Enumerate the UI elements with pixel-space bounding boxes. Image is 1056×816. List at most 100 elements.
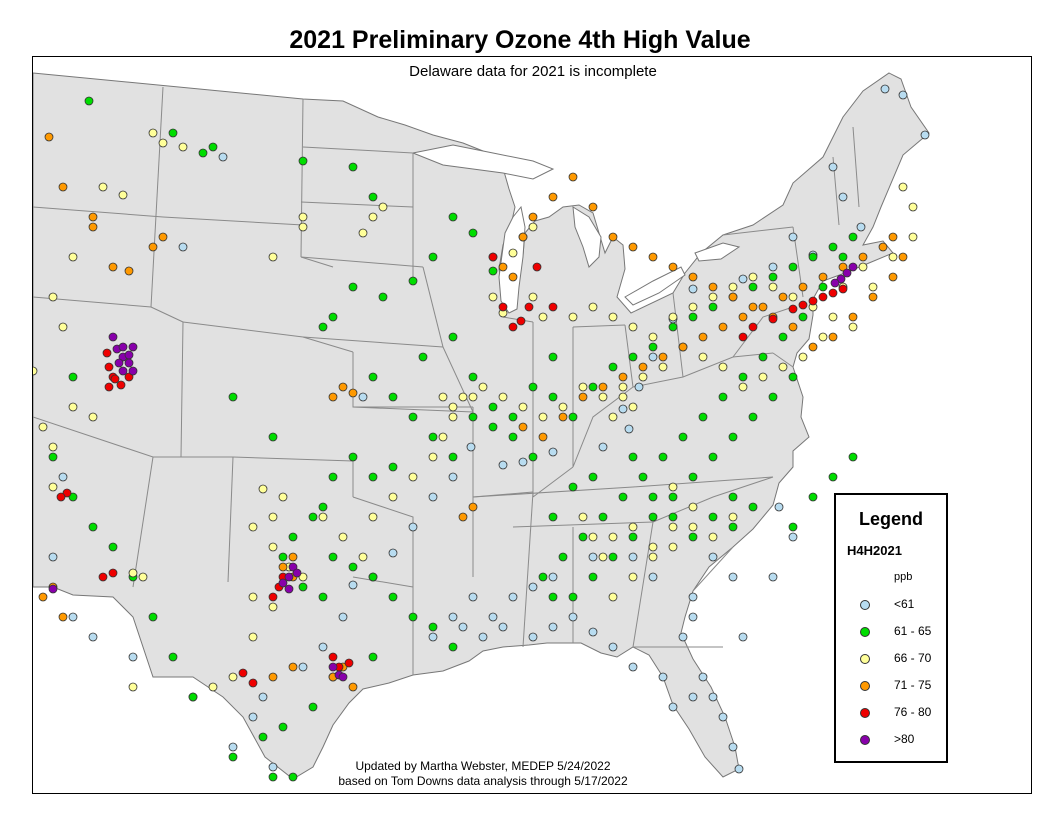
monitor-site-dot xyxy=(408,522,418,532)
monitor-site-dot xyxy=(248,592,258,602)
monitor-site-dot xyxy=(338,382,348,392)
monitor-site-dot xyxy=(448,452,458,462)
monitor-site-dot xyxy=(658,672,668,682)
monitor-site-dot xyxy=(168,128,178,138)
monitor-site-dot xyxy=(774,502,784,512)
monitor-site-dot xyxy=(708,552,718,562)
monitor-site-dot xyxy=(278,578,288,588)
monitor-site-dot xyxy=(298,222,308,232)
monitor-site-dot xyxy=(528,292,538,302)
monitor-site-dot xyxy=(118,190,128,200)
monitor-site-dot xyxy=(358,392,368,402)
monitor-site-dot xyxy=(104,362,114,372)
monitor-site-dot xyxy=(448,402,458,412)
monitor-site-dot xyxy=(328,472,338,482)
monitor-site-dot xyxy=(128,568,138,578)
monitor-site-dot xyxy=(268,672,278,682)
monitor-site-dot xyxy=(828,242,838,252)
monitor-site-dot xyxy=(538,572,548,582)
monitor-site-dot xyxy=(748,282,758,292)
monitor-site-dot xyxy=(358,228,368,238)
monitor-site-dot xyxy=(408,412,418,422)
state-border xyxy=(512,521,654,528)
monitor-site-dot xyxy=(458,392,468,402)
monitor-site-dot xyxy=(38,422,48,432)
monitor-site-dot xyxy=(648,542,658,552)
monitor-site-dot xyxy=(628,522,638,532)
monitor-site-dot xyxy=(228,752,238,762)
monitor-site-dot xyxy=(388,392,398,402)
monitor-site-dot xyxy=(738,312,748,322)
monitor-site-dot xyxy=(478,632,488,642)
monitor-site-dot xyxy=(768,392,778,402)
lake-michigan xyxy=(498,205,526,314)
monitor-site-dot xyxy=(828,472,838,482)
monitor-site-dot xyxy=(688,284,698,294)
monitor-site-dot xyxy=(768,572,778,582)
monitor-site-dot xyxy=(848,312,858,322)
monitor-site-dot xyxy=(158,138,168,148)
monitor-site-dot xyxy=(838,192,848,202)
monitor-site-dot xyxy=(258,692,268,702)
monitor-site-dot xyxy=(734,764,744,774)
monitor-site-dot xyxy=(758,302,768,312)
legend-unit: ppb xyxy=(894,571,913,583)
monitor-site-dot xyxy=(48,292,58,302)
monitor-site-dot xyxy=(668,522,678,532)
monitor-site-dot xyxy=(98,572,108,582)
monitor-site-dot xyxy=(208,142,218,152)
monitor-site-dot xyxy=(638,362,648,372)
monitor-site-dot xyxy=(668,312,678,322)
monitor-site-dot xyxy=(668,262,678,272)
monitor-site-dot xyxy=(768,314,778,324)
monitor-site-dot xyxy=(668,512,678,522)
monitor-site-dot xyxy=(548,512,558,522)
monitor-site-dot xyxy=(648,332,658,342)
monitor-site-dot xyxy=(468,592,478,602)
monitor-site-dot xyxy=(548,302,558,312)
monitor-site-dot xyxy=(678,432,688,442)
monitor-site-dot xyxy=(698,412,708,422)
monitor-site-dot xyxy=(284,584,294,594)
monitor-site-dot xyxy=(68,612,78,622)
monitor-site-dot xyxy=(588,627,598,637)
state-border xyxy=(302,336,444,348)
lake-superior xyxy=(411,144,555,180)
monitor-site-dot xyxy=(318,642,328,652)
monitor-site-dot xyxy=(828,162,838,172)
monitor-site-dot xyxy=(388,592,398,602)
monitor-site-dot xyxy=(778,292,788,302)
monitor-site-dot xyxy=(278,562,288,572)
monitor-site-dot xyxy=(408,612,418,622)
monitor-site-dot xyxy=(238,668,248,678)
monitor-site-dot xyxy=(528,632,538,642)
monitor-site-dot xyxy=(618,392,628,402)
monitor-site-dot xyxy=(688,272,698,282)
monitor-site-dot xyxy=(758,372,768,382)
legend-title: Legend xyxy=(858,509,923,529)
monitor-site-dot xyxy=(288,562,298,572)
monitor-site-dot xyxy=(58,182,68,192)
monitor-site-dot xyxy=(148,612,158,622)
state-border xyxy=(352,576,414,588)
monitor-site-dot xyxy=(648,342,658,352)
monitor-site-dot xyxy=(268,772,278,782)
monitor-site-dot xyxy=(344,658,354,668)
monitor-site-dot xyxy=(58,472,68,482)
monitor-site-dot xyxy=(448,412,458,422)
monitor-site-dot xyxy=(258,732,268,742)
monitor-site-dot xyxy=(228,392,238,402)
state-border xyxy=(33,206,164,218)
monitor-site-dot xyxy=(788,522,798,532)
monitor-site-dot xyxy=(658,362,668,372)
monitor-site-dot xyxy=(218,152,228,162)
monitor-site-dot xyxy=(608,592,618,602)
monitor-site-dot xyxy=(292,568,302,578)
monitor-site-dot xyxy=(648,492,658,502)
monitor-site-dot xyxy=(738,332,748,342)
monitor-site-dot xyxy=(768,272,778,282)
monitor-site-dot xyxy=(58,612,68,622)
monitor-site-dot xyxy=(628,552,638,562)
monitor-site-dot xyxy=(278,492,288,502)
legend-label: 66 - 70 xyxy=(894,651,932,665)
